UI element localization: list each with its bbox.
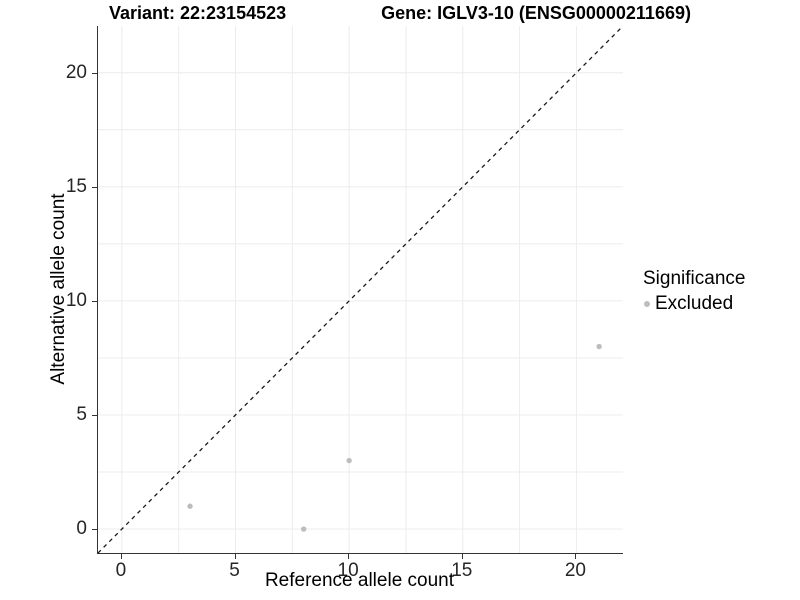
data-point bbox=[187, 503, 193, 509]
data-point bbox=[346, 457, 352, 464]
y-tick-label: 5 bbox=[76, 403, 87, 425]
x-tick-label: 0 bbox=[115, 560, 127, 581]
y-tick-label: 20 bbox=[65, 61, 87, 83]
plot-title: Variant: 22:23154523 Gene: IGLV3-10 (ENS… bbox=[0, 2, 800, 24]
plot-canvas bbox=[98, 26, 623, 553]
legend-title: Significance bbox=[643, 268, 746, 289]
x-tick-label: 15 bbox=[451, 560, 473, 581]
x-tick-mark bbox=[348, 554, 350, 559]
y-tick-label: 10 bbox=[65, 289, 87, 311]
y-tick-mark bbox=[92, 300, 97, 302]
plot-panel bbox=[97, 26, 623, 554]
legend-entry-excluded: Excluded bbox=[643, 293, 745, 314]
data-point bbox=[596, 343, 602, 350]
y-tick-label: 0 bbox=[76, 518, 87, 540]
x-tick-mark bbox=[120, 554, 122, 559]
y-tick-mark bbox=[92, 72, 97, 74]
x-tick-label: 20 bbox=[564, 560, 586, 581]
y-tick-mark bbox=[92, 529, 97, 531]
data-point bbox=[300, 526, 307, 532]
y-tick-label: 15 bbox=[65, 175, 87, 197]
identity-dashed-line bbox=[98, 26, 623, 553]
gene-title: Gene: IGLV3-10 (ENSG00000211669) bbox=[381, 3, 691, 23]
x-tick-mark bbox=[461, 554, 463, 559]
x-tick-label: 5 bbox=[229, 560, 240, 581]
y-tick-mark bbox=[92, 414, 97, 416]
y-tick-mark bbox=[92, 186, 97, 188]
x-tick-mark bbox=[234, 554, 236, 559]
legend: Significance Excluded bbox=[643, 268, 745, 314]
legend-point-icon bbox=[644, 300, 650, 307]
variant-title: Variant: 22:23154523 bbox=[109, 3, 287, 23]
x-tick-mark bbox=[575, 554, 577, 559]
x-axis-title: Reference allele count bbox=[264, 570, 455, 591]
legend-entry-label: Excluded bbox=[655, 293, 734, 314]
x-tick-label: 10 bbox=[337, 560, 359, 581]
